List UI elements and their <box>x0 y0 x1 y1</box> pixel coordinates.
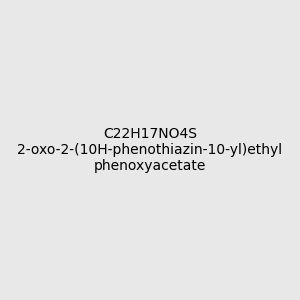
Text: C22H17NO4S
2-oxo-2-(10H-phenothiazin-10-yl)ethyl phenoxyacetate: C22H17NO4S 2-oxo-2-(10H-phenothiazin-10-… <box>17 127 283 173</box>
